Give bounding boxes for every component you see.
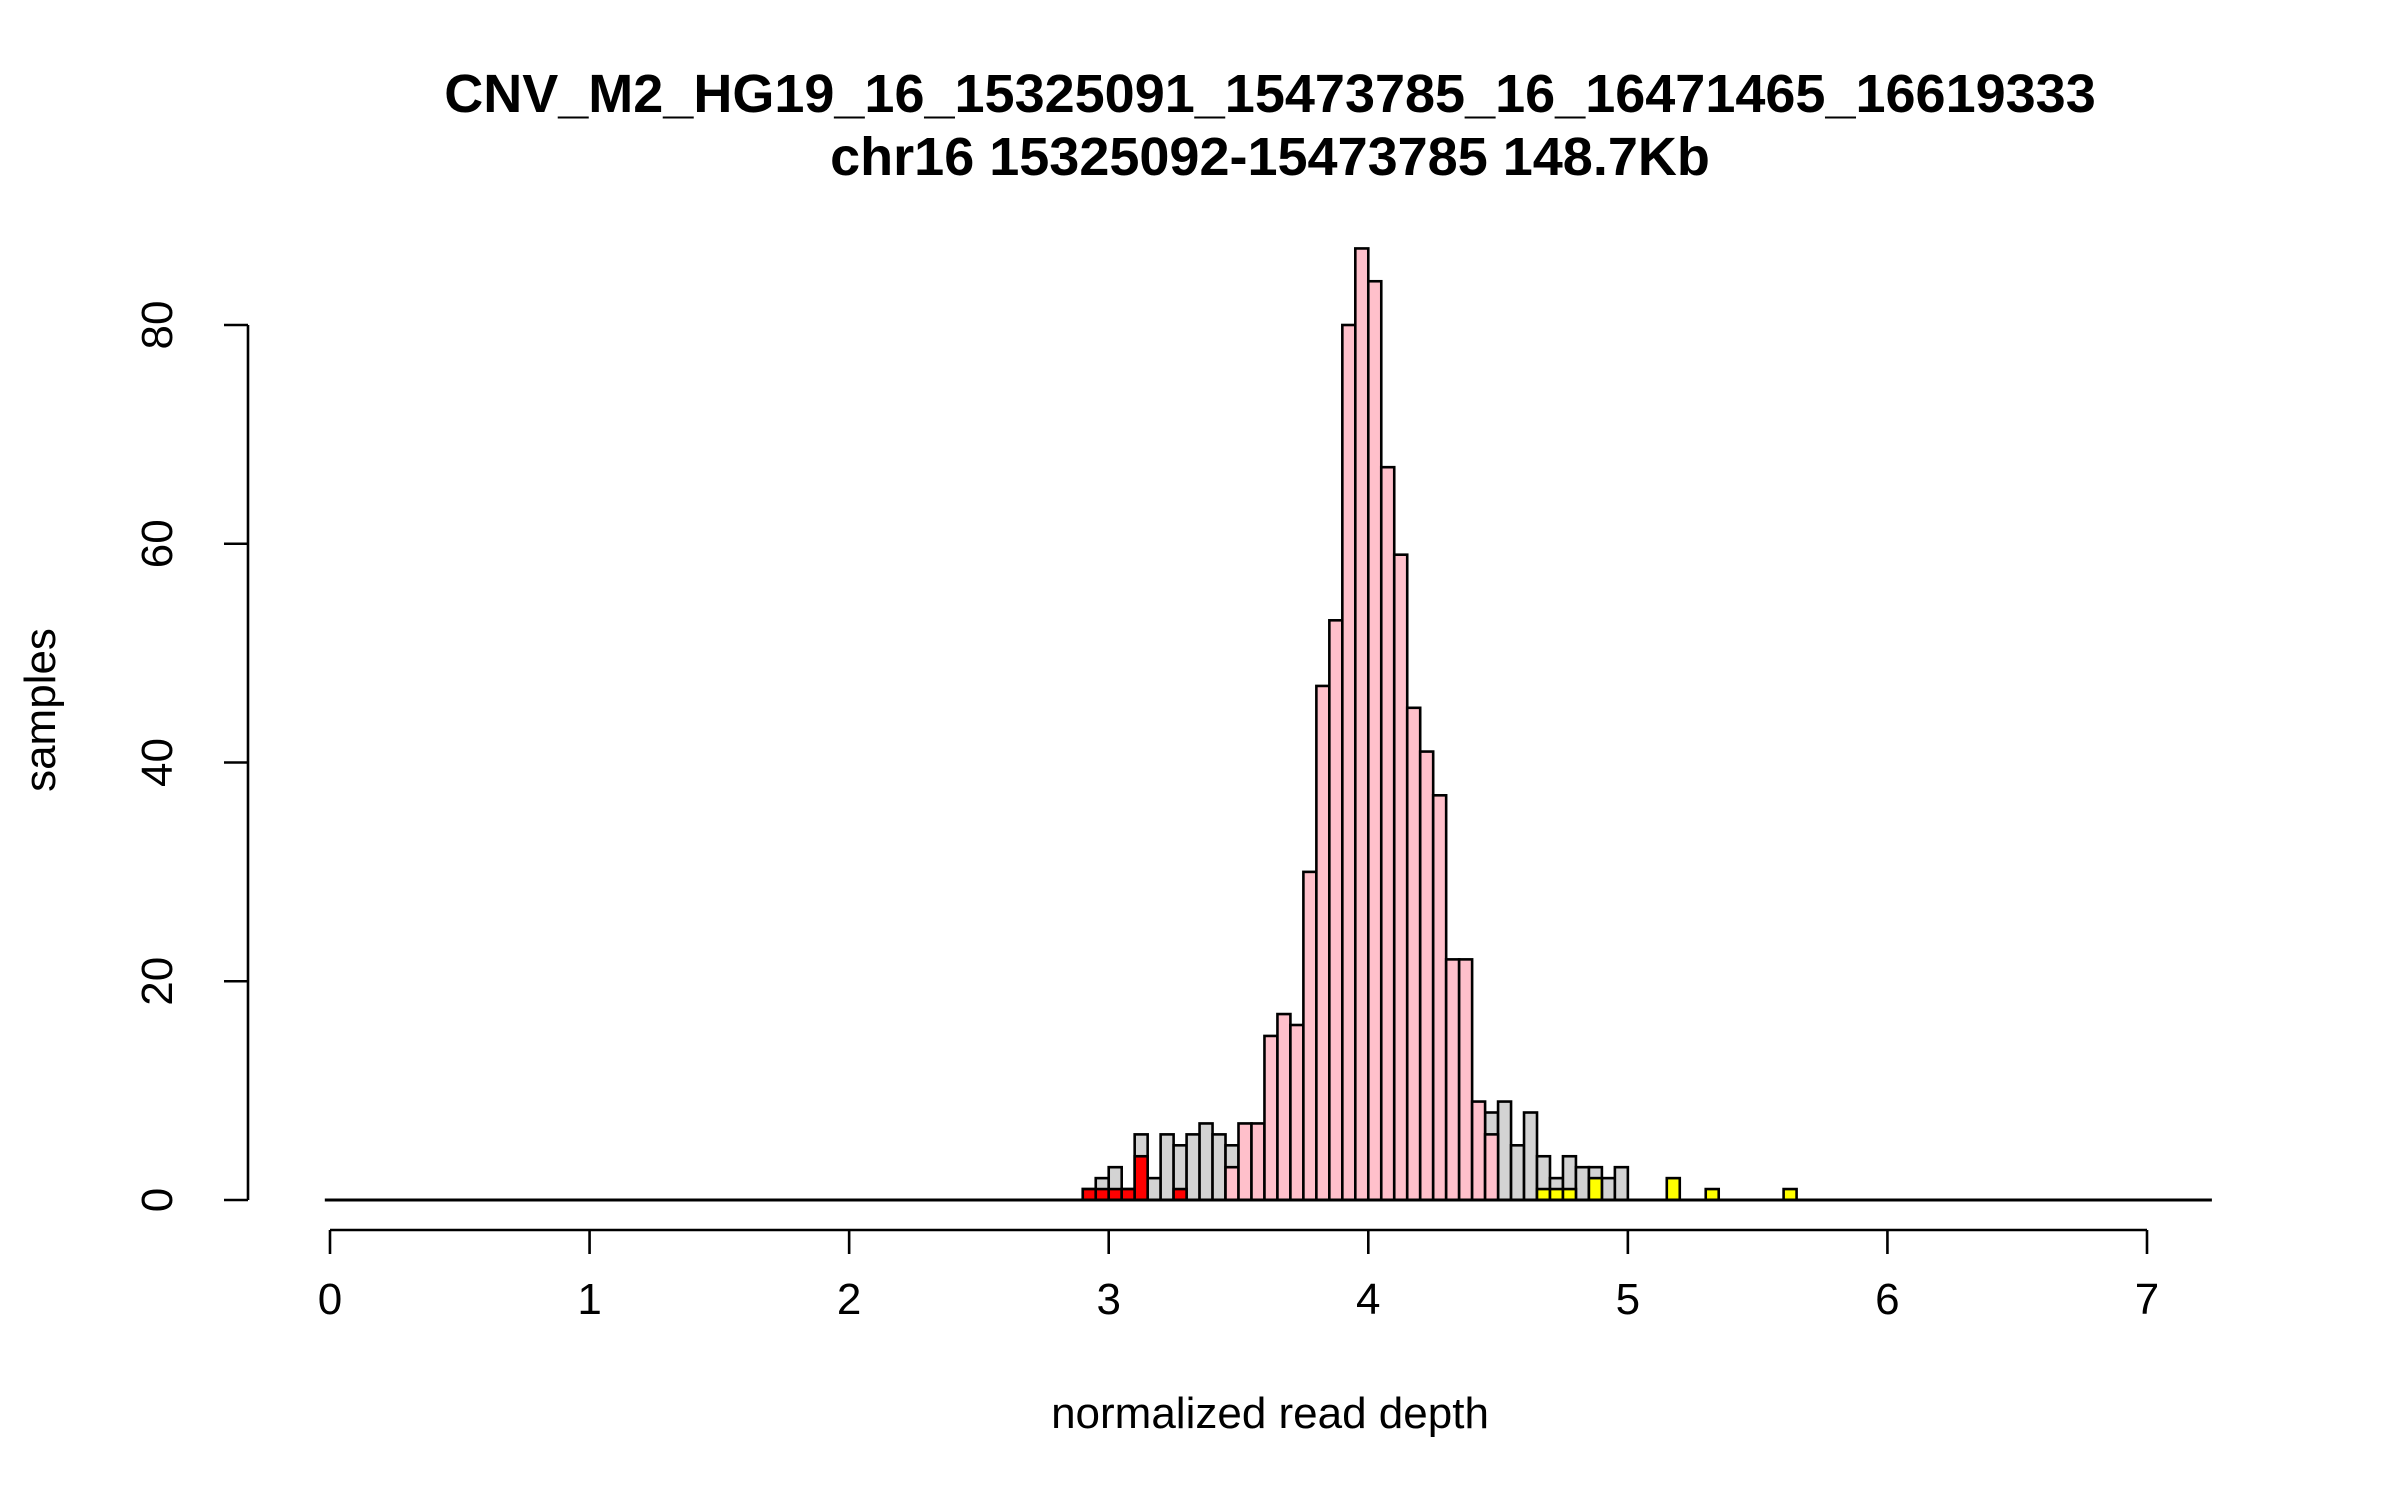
bar-pink-3 <box>1263 1034 1279 1202</box>
x-axis-label: normalized read depth <box>1051 1389 1489 1438</box>
bar-yellow-4 <box>1665 1176 1682 1202</box>
bar-pink-0 <box>1224 1165 1240 1202</box>
bar-yellow-0 <box>1535 1187 1552 1202</box>
x-tick-label-5: 5 <box>1616 1275 1640 1324</box>
x-tick-label-0: 0 <box>318 1275 342 1324</box>
y-tick-label-3: 60 <box>133 519 182 568</box>
bar-pink-16 <box>1431 794 1448 1202</box>
y-tick-label-2: 40 <box>133 738 182 787</box>
bar-pink-7 <box>1315 684 1331 1202</box>
bar-gray-8 <box>1185 1133 1201 1202</box>
y-tick-label-0: 0 <box>133 1188 182 1212</box>
y-axis: 0 20 40 60 80 <box>133 301 250 1212</box>
bar-red-2 <box>1107 1187 1123 1202</box>
bar-gray-19 <box>1574 1165 1591 1202</box>
y-tick-label-1: 20 <box>133 957 182 1006</box>
y-axis-label: samples <box>16 628 65 792</box>
bar-pink-13 <box>1392 553 1409 1202</box>
bar-pink-8 <box>1328 619 1344 1202</box>
bar-pink-10 <box>1354 247 1370 1202</box>
bar-pink-1 <box>1237 1122 1253 1202</box>
x-tick-label-7: 7 <box>2135 1275 2159 1324</box>
bar-yellow-5 <box>1704 1187 1721 1202</box>
y-tick-label-4: 80 <box>133 301 182 350</box>
bar-pink-18 <box>1457 958 1474 1202</box>
bar-yellow-1 <box>1548 1187 1565 1202</box>
bar-gray-15 <box>1522 1111 1539 1202</box>
bar-gray-5 <box>1146 1176 1162 1202</box>
bar-yellow-6 <box>1782 1187 1798 1202</box>
chart-title: CNV_M2_HG19_16_15325091_15473785_16_1647… <box>444 64 2096 124</box>
bar-pink-12 <box>1379 465 1396 1202</box>
bar-pink-11 <box>1366 279 1383 1202</box>
bar-pink-9 <box>1341 323 1357 1202</box>
x-tick-label-4: 4 <box>1356 1275 1380 1324</box>
bar-gray-13 <box>1496 1100 1513 1202</box>
bar-gray-14 <box>1509 1144 1526 1202</box>
bar-pink-17 <box>1444 958 1461 1202</box>
bar-red-3 <box>1120 1187 1136 1202</box>
bar-pink-6 <box>1302 870 1318 1202</box>
bar-pink-19 <box>1470 1100 1487 1202</box>
bar-gray-10 <box>1211 1133 1227 1202</box>
bar-gray-9 <box>1198 1122 1214 1202</box>
chart-subtitle: chr16 15325092-15473785 148.7Kb <box>830 127 1710 187</box>
bar-red-0 <box>1081 1187 1098 1202</box>
bar-gray-6 <box>1159 1133 1175 1202</box>
bar-yellow-2 <box>1561 1187 1578 1202</box>
x-tick-label-2: 2 <box>837 1275 861 1324</box>
bar-pink-5 <box>1289 1023 1305 1202</box>
bar-pink-20 <box>1483 1133 1500 1202</box>
x-tick-label-6: 6 <box>1875 1275 1899 1324</box>
bar-pink-2 <box>1250 1122 1266 1202</box>
bar-pink-4 <box>1276 1012 1292 1202</box>
bar-yellow-3 <box>1587 1176 1604 1202</box>
x-axis: 0 1 2 3 4 5 6 7 <box>318 1228 2159 1324</box>
bar-pink-14 <box>1405 706 1422 1202</box>
bar-red-5 <box>1172 1187 1188 1202</box>
x-tick-label-3: 3 <box>1096 1275 1120 1324</box>
bar-red-4 <box>1133 1154 1149 1202</box>
bars-layer <box>324 247 2212 1202</box>
bar-gray-22 <box>1613 1165 1630 1202</box>
bar-gray-21 <box>1600 1176 1617 1202</box>
bar-pink-15 <box>1418 750 1435 1202</box>
bar-red-1 <box>1094 1187 1111 1202</box>
x-tick-label-1: 1 <box>577 1275 601 1324</box>
